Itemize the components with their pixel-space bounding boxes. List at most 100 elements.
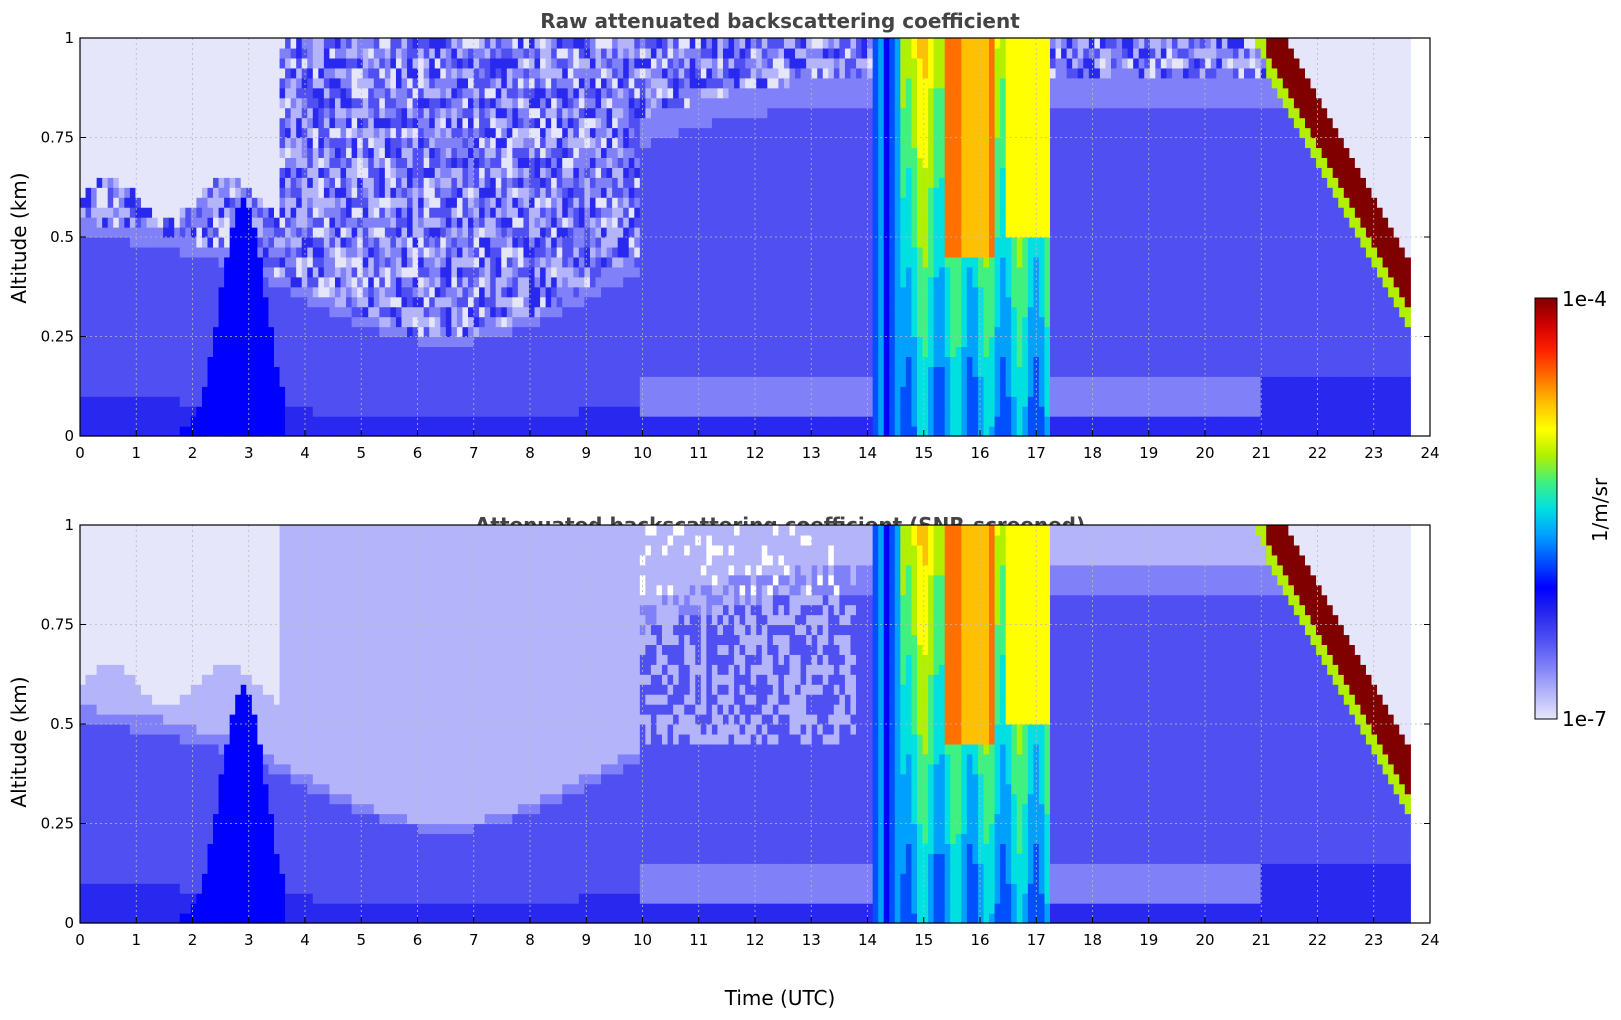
heatmap-cell: [673, 207, 680, 218]
heatmap-cell: [684, 276, 691, 288]
heatmap-cell: [179, 227, 186, 238]
heatmap-cell: [595, 47, 602, 59]
heatmap-cell: [91, 67, 98, 79]
heatmap-cell: [434, 396, 441, 407]
heatmap-cell: [307, 396, 314, 407]
heatmap-cell: [91, 147, 98, 158]
heatmap-cell: [401, 117, 408, 129]
heatmap-cell: [190, 296, 197, 308]
heatmap-cell: [174, 38, 181, 49]
heatmap-cell: [296, 157, 303, 168]
heatmap-cell: [262, 197, 270, 208]
heatmap-cell: [229, 296, 236, 308]
heatmap-cell: [673, 276, 680, 288]
heatmap-cell: [201, 276, 209, 288]
heatmap-cell: [140, 416, 148, 427]
heatmap-cell: [601, 356, 608, 367]
heatmap-cell: [124, 97, 131, 109]
heatmap-cell: [628, 67, 635, 79]
heatmap-cell: [174, 336, 181, 348]
heatmap-cell: [80, 67, 87, 79]
heatmap-cell: [512, 366, 519, 377]
heatmap-cell: [728, 207, 735, 218]
heatmap-cell: [562, 406, 569, 417]
heatmap-cell: [129, 276, 137, 288]
heatmap-cell: [257, 266, 264, 278]
heatmap-cell: [418, 256, 425, 268]
heatmap-cell: [329, 366, 336, 377]
heatmap-cell: [506, 346, 513, 357]
heatmap-cell: [362, 117, 369, 129]
heatmap-cell: [157, 97, 164, 109]
heatmap-cell: [190, 97, 197, 109]
heatmap-cell: [102, 127, 109, 139]
heatmap-cell: [140, 97, 148, 109]
heatmap-cell: [196, 256, 203, 268]
heatmap-cell: [340, 77, 347, 89]
heatmap-cell: [473, 426, 480, 437]
heatmap-cell: [240, 286, 247, 298]
heatmap-cell: [135, 157, 142, 168]
heatmap-cell: [201, 386, 209, 397]
heatmap-cell: [584, 207, 591, 218]
heatmap-cell: [567, 246, 574, 258]
heatmap-cell: [340, 256, 347, 268]
heatmap-cell: [678, 197, 685, 208]
heatmap-cell: [346, 117, 353, 129]
heatmap-cell: [190, 197, 197, 208]
heatmap-cell: [639, 47, 646, 59]
heatmap-cell: [645, 426, 652, 437]
heatmap-cell: [91, 197, 98, 208]
heatmap-cell: [246, 187, 253, 198]
heatmap-cell: [296, 87, 303, 99]
heatmap-cell: [201, 256, 209, 268]
heatmap-cell: [623, 256, 630, 268]
heatmap-cell: [734, 286, 741, 298]
heatmap-cell: [262, 386, 270, 397]
heatmap-cell: [279, 57, 286, 69]
heatmap-cell: [213, 38, 220, 49]
heatmap-cell: [551, 256, 558, 268]
heatmap-cell: [445, 326, 452, 338]
heatmap-cell: [262, 426, 270, 437]
heatmap-cell: [445, 246, 452, 258]
heatmap-cell: [96, 87, 103, 99]
heatmap-cell: [163, 147, 170, 158]
heatmap-cell: [213, 167, 220, 178]
heatmap-cell: [257, 227, 264, 238]
heatmap-cell: [323, 47, 331, 59]
heatmap-cell: [650, 237, 658, 248]
heatmap-cell: [429, 107, 436, 119]
heatmap-cell: [346, 38, 353, 49]
heatmap-cell: [462, 38, 469, 49]
heatmap-cell: [684, 137, 691, 149]
heatmap-cell: [656, 167, 663, 178]
heatmap-cell: [534, 266, 541, 278]
heatmap-cell: [157, 38, 164, 49]
heatmap-cell: [445, 346, 452, 357]
heatmap-cell: [484, 207, 491, 218]
heatmap-cell: [351, 316, 358, 328]
heatmap-cell: [185, 246, 192, 258]
heatmap-cell: [662, 376, 669, 387]
heatmap-cell: [85, 127, 92, 139]
heatmap-cell: [368, 396, 375, 407]
heatmap-cell: [185, 207, 192, 218]
heatmap-cell: [395, 396, 403, 407]
heatmap-cell: [362, 227, 369, 238]
heatmap-cell: [479, 77, 486, 89]
heatmap-cell: [190, 286, 197, 298]
heatmap-cell: [517, 87, 525, 99]
heatmap-cell: [589, 426, 597, 437]
heatmap-cell: [262, 306, 270, 318]
heatmap-cell: [395, 167, 403, 178]
heatmap-cell: [645, 177, 652, 188]
heatmap-cell: [473, 406, 480, 417]
heatmap-cell: [285, 296, 292, 308]
heatmap-cell: [689, 87, 696, 99]
heatmap-cell: [506, 336, 513, 348]
heatmap-cell: [684, 117, 691, 129]
heatmap-cell: [650, 87, 658, 99]
heatmap-cell: [140, 47, 148, 59]
heatmap-cell: [595, 197, 602, 208]
